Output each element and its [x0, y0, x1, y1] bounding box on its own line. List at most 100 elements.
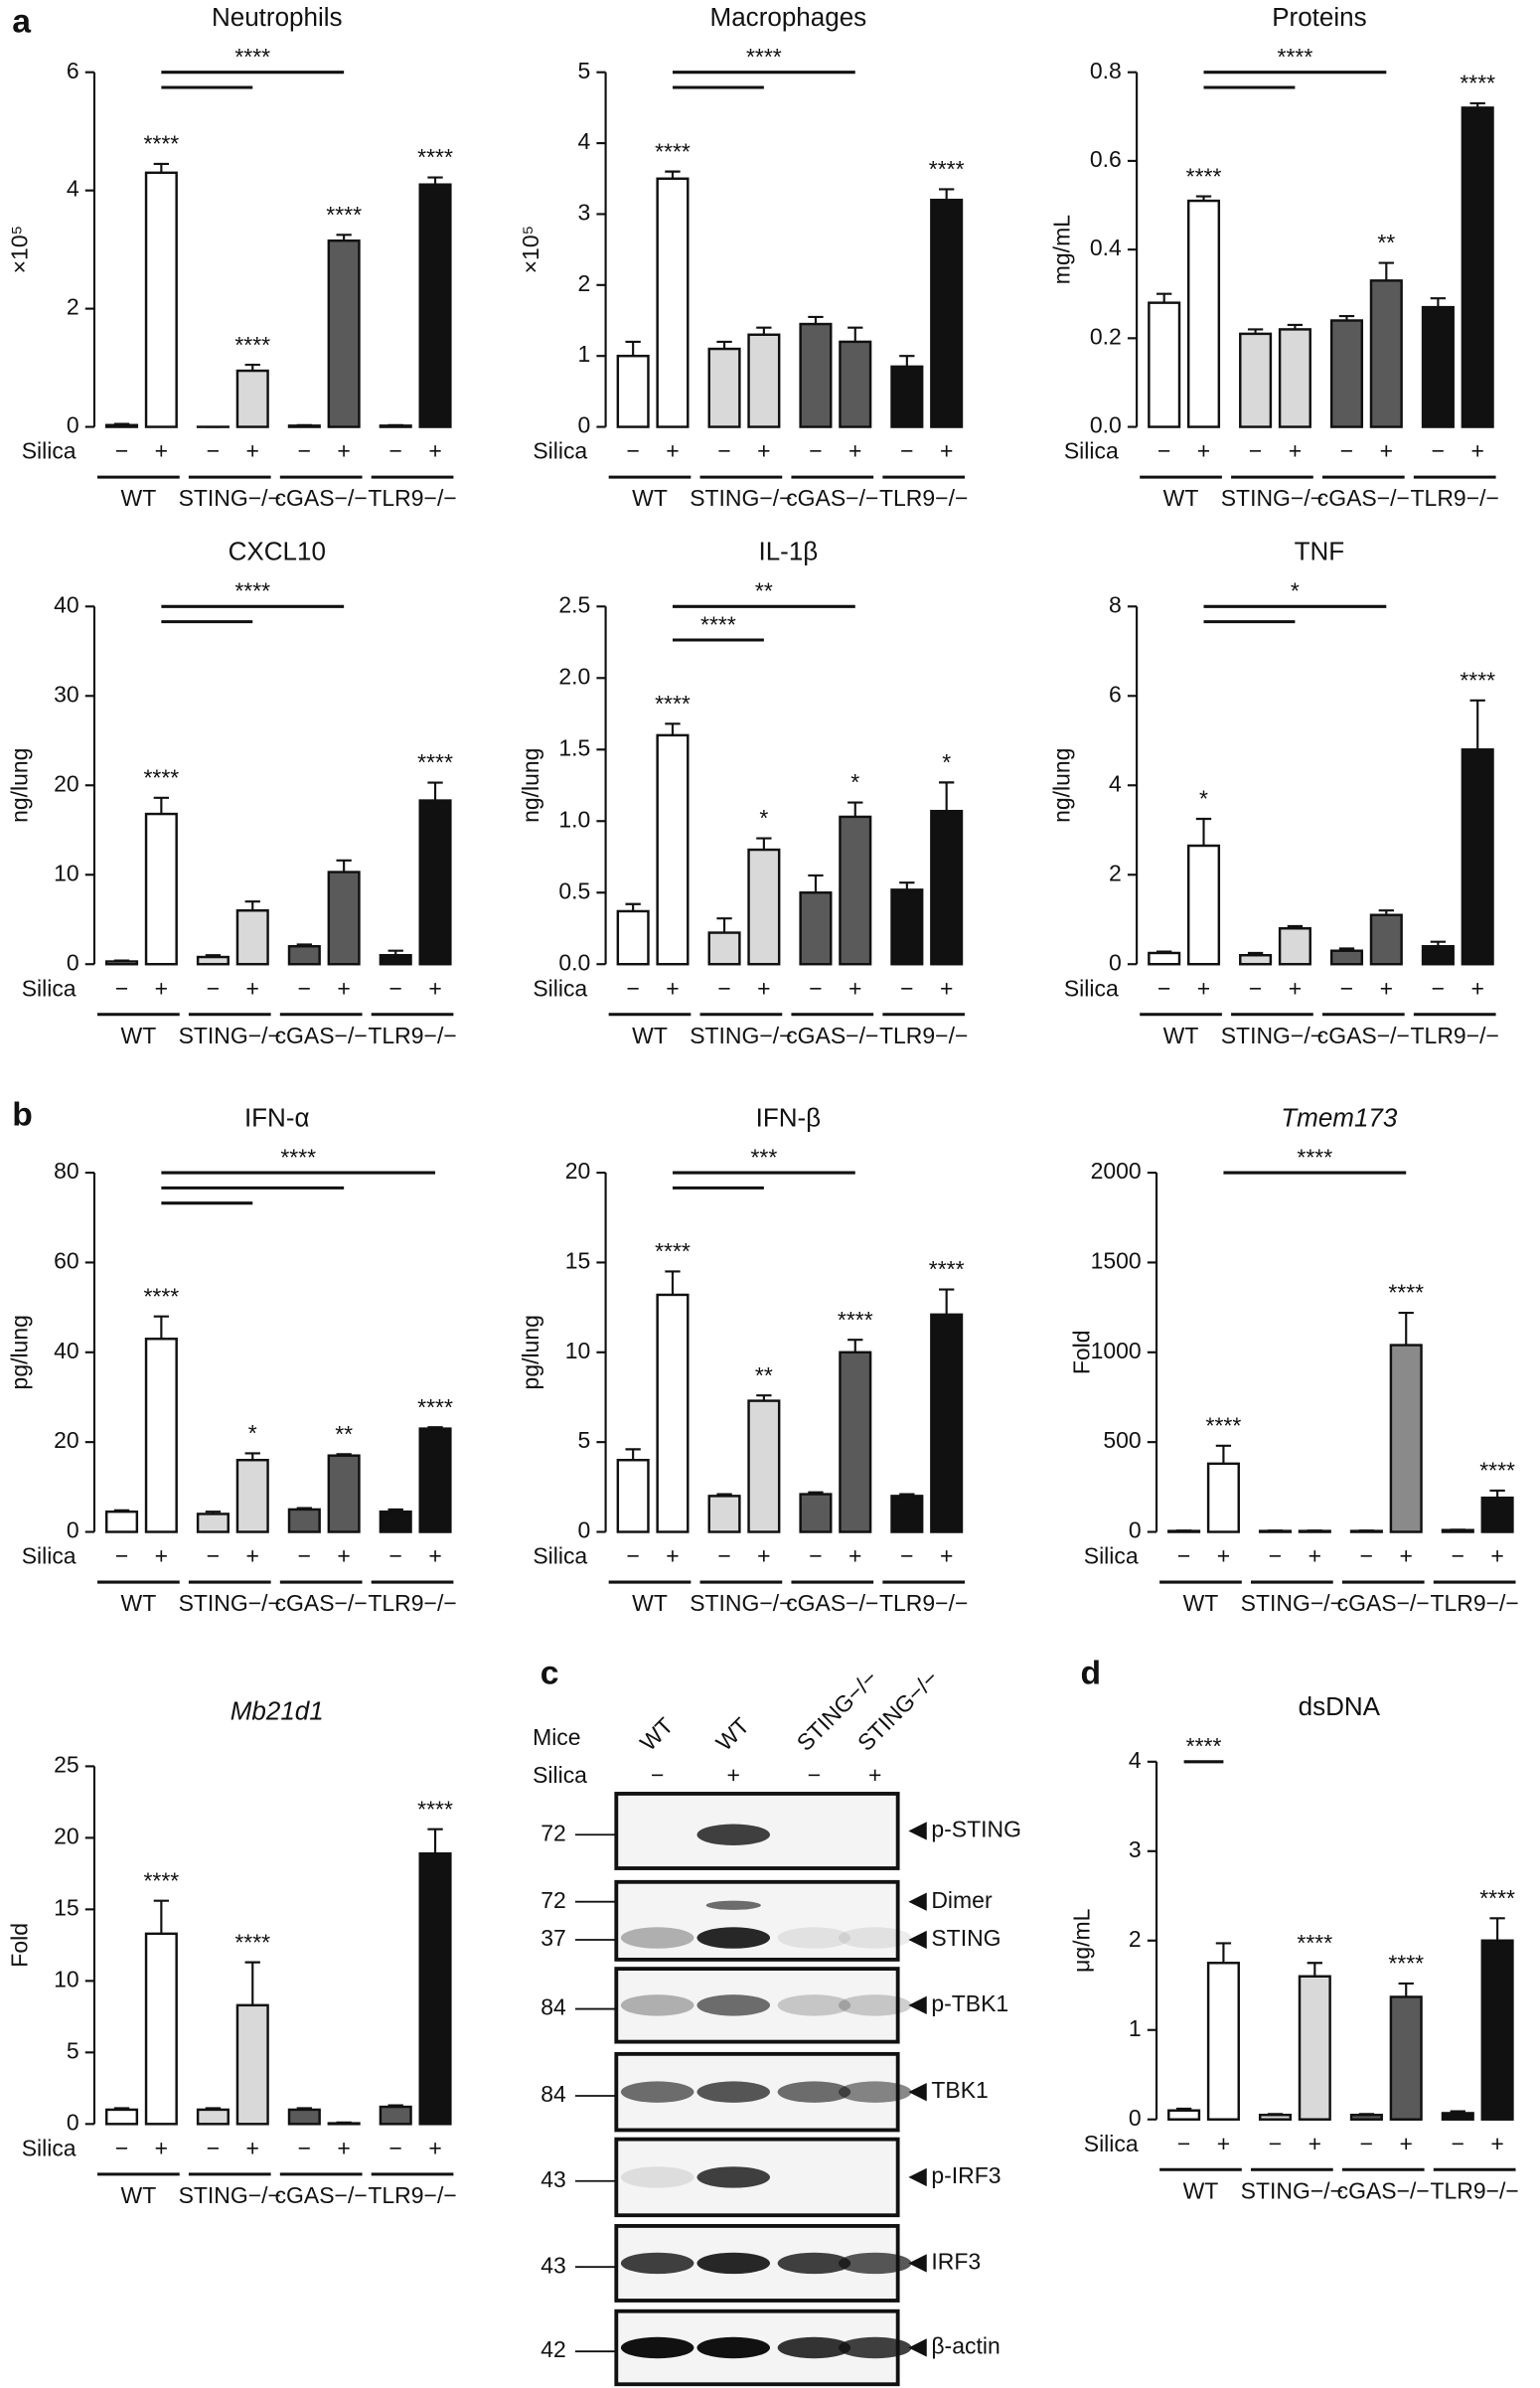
bar: [1206, 1462, 1240, 1533]
y-tick-label: 0.2: [1090, 323, 1122, 349]
band: [696, 1994, 770, 2016]
bar: [144, 812, 178, 966]
x-tick-label: −: [1432, 438, 1445, 464]
band-label: Dimer: [931, 1887, 993, 1913]
y-axis-label: ×10⁵: [7, 226, 33, 273]
bar: [379, 2105, 412, 2126]
error-bar: [113, 2107, 130, 2110]
bar: [1239, 954, 1273, 966]
comparison-label: ****: [1278, 44, 1313, 70]
group-label: WT: [121, 1590, 157, 1616]
y-tick-label: 40: [54, 591, 79, 617]
y-tick-label: 6: [67, 58, 79, 83]
x-tick-label: −: [809, 1543, 822, 1569]
band: [777, 2081, 851, 2103]
arrowhead: [908, 2254, 927, 2273]
band: [620, 1927, 694, 1949]
mw-marker: 84: [540, 1994, 566, 2020]
significance: *: [850, 769, 859, 795]
x-tick-label: −: [809, 975, 822, 1001]
error-bar: [808, 1491, 824, 1495]
blot-frame: [614, 1792, 900, 1870]
y-axis-label: ×10⁵: [518, 226, 543, 273]
error-bar: [625, 340, 641, 357]
significance: ****: [234, 332, 270, 358]
error-bar: [847, 326, 863, 342]
group-label: STING−/−: [179, 1023, 281, 1048]
x-tick-label: +: [155, 438, 168, 464]
x-tick-label: −: [1269, 2131, 1282, 2156]
bar: [930, 1313, 964, 1533]
error-bar: [296, 943, 312, 947]
error-bar: [847, 1339, 863, 1353]
bar: [890, 365, 924, 428]
error-bar: [1378, 261, 1394, 281]
bar: [1329, 949, 1364, 966]
x-tick-label: +: [1309, 2131, 1321, 2156]
x-tick-label: +: [246, 975, 259, 1001]
arrowhead: [908, 1995, 927, 2015]
significance: *: [1199, 786, 1208, 812]
group-label: WT: [121, 1023, 157, 1048]
panel-letter: c: [540, 1655, 559, 1691]
error-bar: [716, 1493, 732, 1497]
band: [696, 2252, 770, 2275]
bar: [1329, 319, 1364, 428]
group-label: cGAS−/−: [786, 1023, 878, 1048]
significance: ****: [326, 202, 362, 228]
bar: [1461, 748, 1494, 966]
significance: ****: [1460, 667, 1495, 693]
x-tick-label: −: [717, 1543, 730, 1569]
group-label: cGAS−/−: [275, 485, 368, 511]
y-tick-label: 30: [54, 681, 79, 707]
bar: [379, 1510, 412, 1533]
error-bar: [1430, 297, 1447, 308]
x-tick-label: −: [626, 438, 639, 464]
bar: [747, 848, 781, 966]
bar: [1349, 2114, 1383, 2121]
y-tick-label: 4: [67, 176, 79, 202]
bar: [616, 354, 650, 428]
treatment-label: Silica: [1064, 975, 1119, 1001]
x-tick-label: +: [337, 1543, 350, 1569]
comparison-label: ****: [280, 1144, 316, 1170]
y-tick-label: 4: [1129, 1747, 1142, 1773]
bar: [144, 1932, 178, 2126]
comparison-label: ****: [234, 44, 270, 70]
x-tick-label: −: [900, 1543, 913, 1569]
panel-letter: b: [12, 1096, 33, 1133]
x-tick-label: −: [115, 438, 128, 464]
group-label: TLR9−/−: [368, 1590, 456, 1616]
bar: [104, 423, 139, 428]
lane-silica-label: −: [651, 1762, 664, 1788]
y-tick-label: 1500: [1091, 1247, 1142, 1273]
y-tick-label: 80: [54, 1158, 79, 1184]
group-label: TLR9−/−: [879, 1590, 968, 1616]
bar: [1441, 2112, 1474, 2121]
group-label: WT: [121, 485, 157, 511]
group-label: TLR9−/−: [1411, 485, 1499, 511]
y-tick-label: 0: [67, 412, 79, 438]
y-tick-label: 0: [1129, 2105, 1142, 2131]
group-label: TLR9−/−: [879, 1023, 968, 1048]
error-bar: [336, 2121, 352, 2124]
band-label: p-TBK1: [931, 1990, 1008, 2016]
significance: ****: [1388, 1951, 1424, 1977]
group-label: WT: [121, 2182, 157, 2208]
bar: [799, 891, 833, 966]
group-label: WT: [1183, 2177, 1219, 2203]
error-bar: [244, 1452, 260, 1461]
comparison-label: **: [755, 578, 773, 604]
error-bar: [808, 874, 824, 893]
x-tick-label: −: [115, 975, 128, 1001]
group-label: STING−/−: [179, 1590, 281, 1616]
x-tick-label: −: [115, 1543, 128, 1569]
error-bar: [939, 188, 955, 201]
blot-silica-label: Silica: [533, 1762, 587, 1788]
x-tick-label: −: [717, 975, 730, 1001]
arrowhead: [908, 1822, 927, 1840]
significance: ****: [417, 749, 453, 775]
y-tick-label: 2.5: [558, 591, 590, 617]
bar: [418, 1851, 452, 2126]
error-bar: [899, 1493, 915, 1497]
